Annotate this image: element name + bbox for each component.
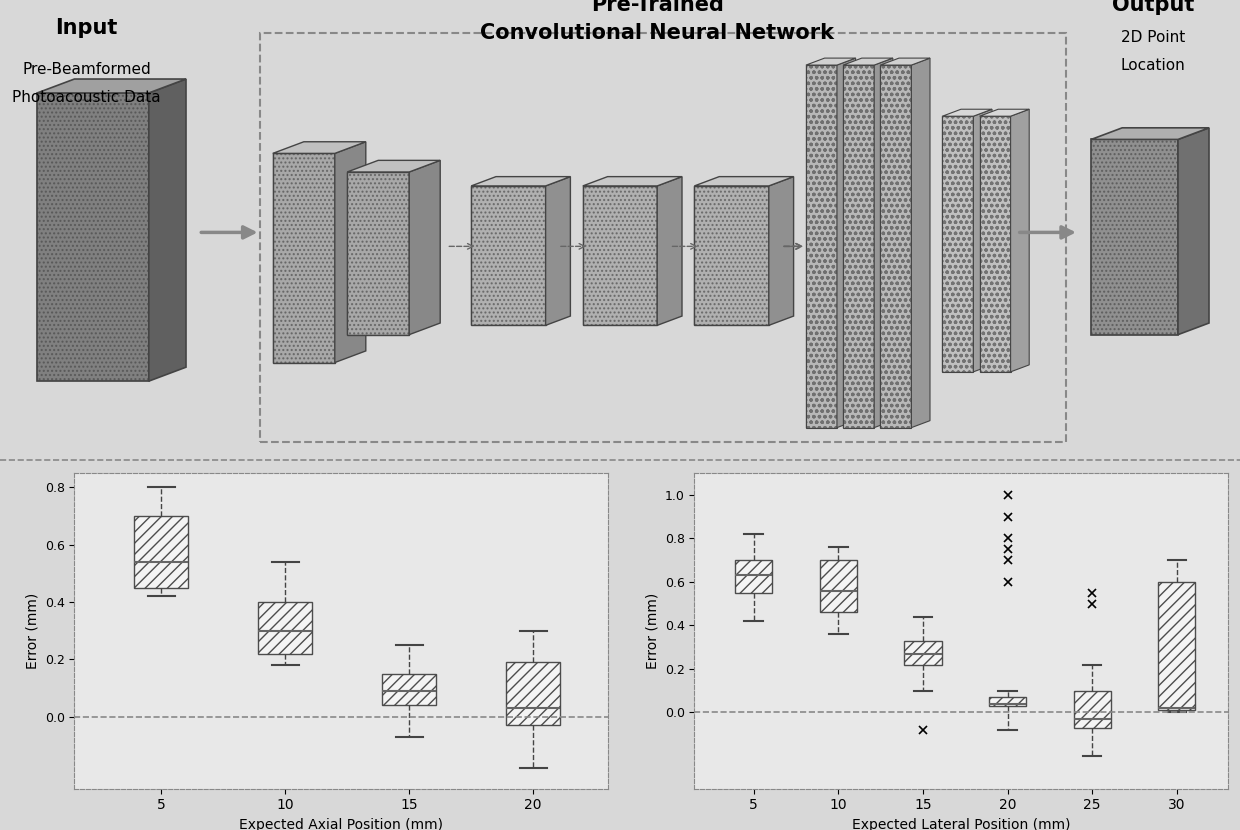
Polygon shape bbox=[471, 177, 570, 186]
Polygon shape bbox=[546, 177, 570, 325]
PathPatch shape bbox=[990, 697, 1027, 705]
Polygon shape bbox=[942, 116, 973, 372]
Polygon shape bbox=[973, 110, 992, 372]
Polygon shape bbox=[980, 110, 1029, 116]
Text: Pre-Beamformed: Pre-Beamformed bbox=[22, 62, 151, 77]
PathPatch shape bbox=[904, 641, 941, 665]
Y-axis label: Error (mm): Error (mm) bbox=[25, 593, 40, 669]
Polygon shape bbox=[880, 58, 930, 65]
Text: Convolutional Neural Network: Convolutional Neural Network bbox=[480, 22, 835, 42]
Polygon shape bbox=[149, 79, 186, 381]
PathPatch shape bbox=[1074, 691, 1111, 728]
Polygon shape bbox=[837, 58, 856, 427]
Polygon shape bbox=[37, 93, 149, 381]
Text: Pre-Trained: Pre-Trained bbox=[590, 0, 724, 15]
Text: Photoacoustic Data: Photoacoustic Data bbox=[12, 90, 161, 105]
Y-axis label: Error (mm): Error (mm) bbox=[645, 593, 660, 669]
Polygon shape bbox=[1011, 110, 1029, 372]
Polygon shape bbox=[409, 160, 440, 334]
PathPatch shape bbox=[735, 560, 773, 593]
PathPatch shape bbox=[258, 602, 312, 654]
Polygon shape bbox=[347, 160, 440, 172]
Polygon shape bbox=[347, 172, 409, 334]
Polygon shape bbox=[1178, 128, 1209, 334]
Polygon shape bbox=[657, 177, 682, 325]
Polygon shape bbox=[806, 65, 837, 427]
Polygon shape bbox=[694, 177, 794, 186]
X-axis label: Expected Axial Position (mm): Expected Axial Position (mm) bbox=[239, 818, 443, 830]
Polygon shape bbox=[583, 177, 682, 186]
Polygon shape bbox=[335, 142, 366, 363]
Polygon shape bbox=[874, 58, 893, 427]
PathPatch shape bbox=[134, 516, 188, 588]
Polygon shape bbox=[843, 58, 893, 65]
Polygon shape bbox=[806, 58, 856, 65]
Polygon shape bbox=[273, 154, 335, 363]
Text: Output: Output bbox=[1112, 0, 1194, 15]
Polygon shape bbox=[37, 79, 186, 93]
Polygon shape bbox=[980, 116, 1011, 372]
Polygon shape bbox=[911, 58, 930, 427]
Text: Input: Input bbox=[56, 18, 118, 38]
Polygon shape bbox=[769, 177, 794, 325]
PathPatch shape bbox=[1158, 582, 1195, 710]
X-axis label: Expected Lateral Position (mm): Expected Lateral Position (mm) bbox=[852, 818, 1070, 830]
Polygon shape bbox=[583, 186, 657, 325]
Polygon shape bbox=[1091, 139, 1178, 334]
Polygon shape bbox=[942, 110, 992, 116]
Text: Location: Location bbox=[1121, 57, 1185, 72]
PathPatch shape bbox=[382, 674, 436, 706]
Polygon shape bbox=[1091, 128, 1209, 139]
PathPatch shape bbox=[506, 662, 560, 725]
Text: 2D Point: 2D Point bbox=[1121, 30, 1185, 45]
Polygon shape bbox=[471, 186, 546, 325]
PathPatch shape bbox=[820, 560, 857, 613]
Polygon shape bbox=[843, 65, 874, 427]
Polygon shape bbox=[880, 65, 911, 427]
Polygon shape bbox=[694, 186, 769, 325]
Polygon shape bbox=[273, 142, 366, 154]
